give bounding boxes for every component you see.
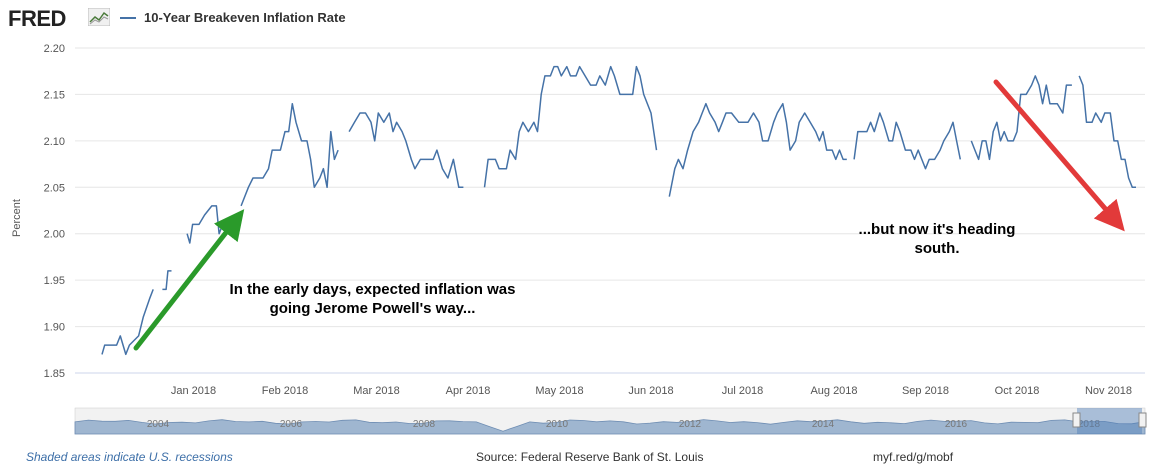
plot-background <box>75 48 1145 373</box>
x-tick-label: Jul 2018 <box>722 385 764 397</box>
chart: 2.20 2.15 2.10 2.05 2.00 1.95 1.90 1.85 Percent… <box>11 43 1147 435</box>
source-note: Source: Federal Reserve Bank of St. Loui… <box>476 450 704 464</box>
y-tick-label: 1.90 <box>44 322 65 334</box>
series-segment-0-7 <box>853 112 962 170</box>
x-tick-label: Mar 2018 <box>353 385 399 397</box>
series-segment-0-4 <box>348 112 464 189</box>
annotation-right: ...but now it's heading south. <box>858 221 1016 257</box>
x-tick-label: Oct 2018 <box>995 385 1040 397</box>
navigator-tick-label: 2012 <box>679 419 702 430</box>
x-tick-label: Feb 2018 <box>262 385 308 397</box>
y-tick-label: 2.20 <box>44 43 65 55</box>
x-axis-ticks: Jan 2018 Feb 2018 Mar 2018 Apr 2018 May 2018… <box>171 385 1132 397</box>
navigator-area <box>74 419 1146 435</box>
series-segment-0-0 <box>101 289 154 356</box>
y-axis-label: Percent <box>11 199 23 237</box>
navigator-ticks: 2004 2006 2008 2010 2012 2014 2016 2018 <box>147 419 1101 430</box>
x-tick-label: May 2018 <box>535 385 583 397</box>
red-arrow <box>993 79 1125 232</box>
series-segment-0-1 <box>162 270 172 291</box>
navigator-tick-label: 2018 <box>1078 419 1101 430</box>
y-tick-label: 1.95 <box>44 275 65 287</box>
navigator-tick-label: 2014 <box>812 419 835 430</box>
series-segment-0-5 <box>483 65 658 188</box>
y-tick-label: 2.15 <box>44 89 65 101</box>
series-segment-0-6 <box>668 102 847 197</box>
navigator-tick-label: 2006 <box>280 419 303 430</box>
y-axis-ticks: 2.20 2.15 2.10 2.05 2.00 1.95 1.90 1.85 <box>44 43 65 380</box>
chart-header: FRED 10-Year Breakeven Inflation Rate <box>0 0 1160 36</box>
green-arrow <box>133 209 245 351</box>
recessions-note: Shaded areas indicate U.S. recessions <box>26 450 233 464</box>
navigator-right-handle[interactable] <box>1138 412 1147 428</box>
navigator-tick-label: 2008 <box>413 419 436 430</box>
fred-logo[interactable]: FRED <box>8 6 66 31</box>
chart-logo-icon <box>88 8 110 26</box>
x-tick-label: Jun 2018 <box>628 385 673 397</box>
x-tick-label: Apr 2018 <box>446 385 491 397</box>
short-link[interactable]: myf.red/g/mobf <box>873 450 954 464</box>
navigator-tick-label: 2004 <box>147 419 170 430</box>
legend-series-title: 10-Year Breakeven Inflation Rate <box>144 10 346 25</box>
legend: 10-Year Breakeven Inflation Rate <box>120 10 346 25</box>
series-segment-0-8 <box>970 75 1072 161</box>
y-tick-label: 2.00 <box>44 229 65 241</box>
navigator-left-handle[interactable] <box>1072 412 1081 428</box>
x-tick-label: Jan 2018 <box>171 385 216 397</box>
series-line <box>101 65 1136 356</box>
navigator-selection[interactable] <box>1077 408 1142 434</box>
legend-swatch <box>120 16 136 19</box>
navigator[interactable]: 2004 2006 2008 2010 2012 2014 2016 2018 <box>74 407 1147 435</box>
y-tick-label: 2.05 <box>44 182 65 194</box>
navigator-tick-label: 2016 <box>945 419 968 430</box>
y-tick-label: 2.10 <box>44 136 65 148</box>
series-segment-0-3 <box>240 102 339 207</box>
y-tick-label: 1.85 <box>44 368 65 380</box>
annotation-left: In the early days, expected inflation wa… <box>229 281 516 317</box>
footer: Shaded areas indicate U.S. recessions So… <box>0 447 1160 469</box>
x-tick-label: Nov 2018 <box>1085 385 1132 397</box>
navigator-tick-label: 2010 <box>546 419 569 430</box>
x-tick-label: Sep 2018 <box>902 385 949 397</box>
x-tick-label: Aug 2018 <box>810 385 857 397</box>
series-segment-0-9 <box>1078 75 1136 189</box>
